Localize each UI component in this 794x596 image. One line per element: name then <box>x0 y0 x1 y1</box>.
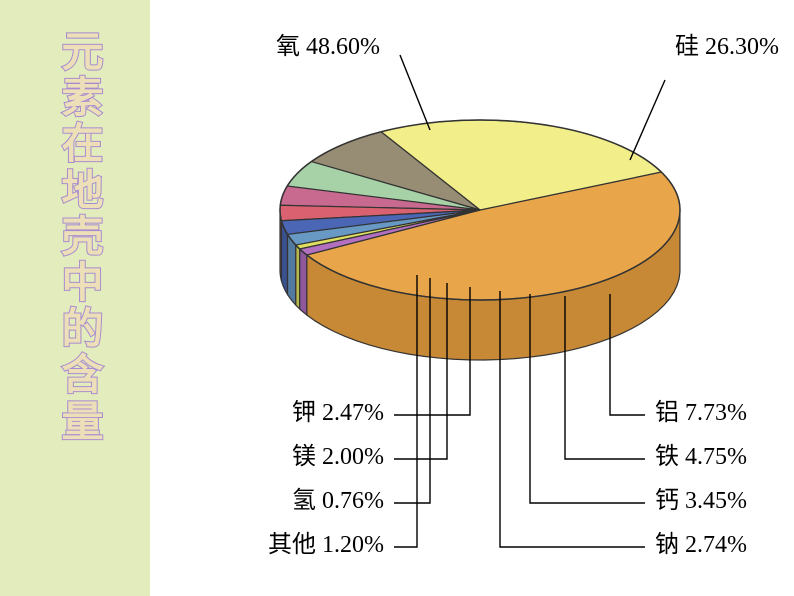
title-char: 元 <box>55 30 110 76</box>
title-char: 含 <box>55 353 110 399</box>
leader-line <box>400 55 430 130</box>
vertical-title: 元素在地壳中的含量 <box>55 30 110 446</box>
title-char: 量 <box>55 400 110 446</box>
slice-label-钾: 钾 2.47% <box>292 399 384 426</box>
chart-area: 氧 48.60% 硅 26.30% 铝 7.73% 铁 4.75% 钙 3.45% 钠 2… <box>150 0 794 596</box>
page: 元素在地壳中的含量 氧 48.60% 硅 26.30% 铝 7.73% 铁 4.75%… <box>0 0 794 596</box>
pie-side <box>300 249 307 315</box>
slice-label-镁: 镁 2.00% <box>292 443 384 470</box>
slice-label-氢: 氢 0.76% <box>292 487 384 514</box>
title-char: 的 <box>55 307 110 353</box>
slice-label-铝: 铝 7.73% <box>655 399 747 426</box>
leader-line <box>630 80 665 160</box>
title-char: 中 <box>55 261 110 307</box>
slice-label-硅: 硅 26.30% <box>675 33 779 60</box>
slice-label-钠: 钠 2.74% <box>655 531 747 558</box>
pie-side <box>288 234 296 305</box>
title-char: 素 <box>55 76 110 122</box>
pie-chart: 氧 48.60% 硅 26.30% 铝 7.73% 铁 4.75% 钙 3.45% 钠 2… <box>150 0 794 596</box>
title-char: 壳 <box>55 215 110 261</box>
slice-label-铁: 铁 4.75% <box>655 443 747 470</box>
slice-label-其他: 其他 1.20% <box>268 531 384 558</box>
slice-label-氧: 氧 48.60% <box>276 33 380 60</box>
title-char: 在 <box>55 122 110 168</box>
title-char: 地 <box>55 169 110 215</box>
slice-label-钙: 钙 3.45% <box>655 487 747 514</box>
